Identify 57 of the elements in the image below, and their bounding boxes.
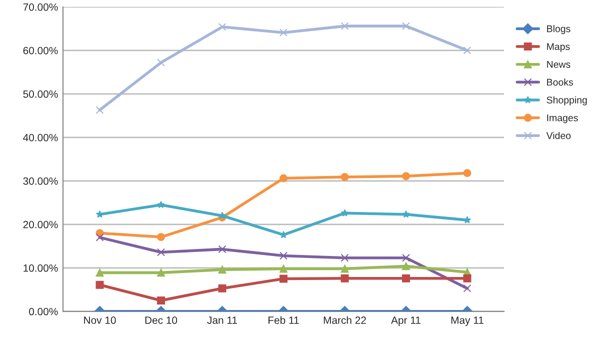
y-tick-label: 70.00% xyxy=(23,3,58,11)
point xyxy=(218,266,226,274)
point xyxy=(280,264,288,273)
legend-label: Blogs xyxy=(547,25,570,34)
x-tick-label: Feb 11 xyxy=(268,316,299,324)
point xyxy=(463,274,472,282)
point xyxy=(402,210,410,218)
y-tick-label: 0.00% xyxy=(29,308,58,316)
point xyxy=(157,58,165,67)
x-tick-label: Nov 10 xyxy=(84,316,116,324)
legend-label: Video xyxy=(546,132,571,140)
point xyxy=(96,268,104,277)
point xyxy=(402,254,410,262)
point xyxy=(463,284,472,292)
point xyxy=(463,169,472,178)
point xyxy=(157,268,165,277)
point xyxy=(96,280,104,289)
point xyxy=(96,233,104,242)
point xyxy=(402,262,410,270)
legend-label: Books xyxy=(547,78,573,86)
point xyxy=(218,22,226,31)
point xyxy=(218,245,226,254)
y-tick-label: 10.00% xyxy=(24,264,58,272)
point xyxy=(280,28,288,37)
y-tick-label: 60.00% xyxy=(23,46,58,54)
y-tick-label: 40.00% xyxy=(23,134,58,142)
point xyxy=(96,106,104,114)
legend-label: Images xyxy=(547,114,578,124)
point xyxy=(340,254,349,262)
point xyxy=(280,274,288,283)
legend-label: Shopping xyxy=(546,96,587,106)
y-tick-label: 20.00% xyxy=(23,220,58,228)
y-tick-label: 50.00% xyxy=(23,90,58,98)
point xyxy=(218,284,226,292)
x-tick-label: Apr 11 xyxy=(391,316,420,326)
point xyxy=(402,22,410,30)
point xyxy=(402,172,410,180)
point xyxy=(157,200,165,208)
x-tick-label: Jan 11 xyxy=(207,316,237,324)
point xyxy=(157,296,165,305)
point xyxy=(340,209,349,216)
legend-label: Maps xyxy=(547,43,570,52)
point xyxy=(157,248,165,256)
x-tick-label: Dec 10 xyxy=(145,316,178,324)
y-tick-label: 30.00% xyxy=(23,177,58,185)
point xyxy=(340,22,349,30)
legend-label: News xyxy=(547,61,570,68)
x-tick-label: May 11 xyxy=(451,316,484,326)
point xyxy=(340,264,349,273)
point xyxy=(463,46,472,54)
point xyxy=(157,233,165,242)
point xyxy=(280,174,288,182)
point xyxy=(340,274,349,282)
point xyxy=(402,274,410,282)
point xyxy=(340,173,349,181)
point xyxy=(280,252,288,260)
x-tick-label: March 22 xyxy=(324,316,366,324)
